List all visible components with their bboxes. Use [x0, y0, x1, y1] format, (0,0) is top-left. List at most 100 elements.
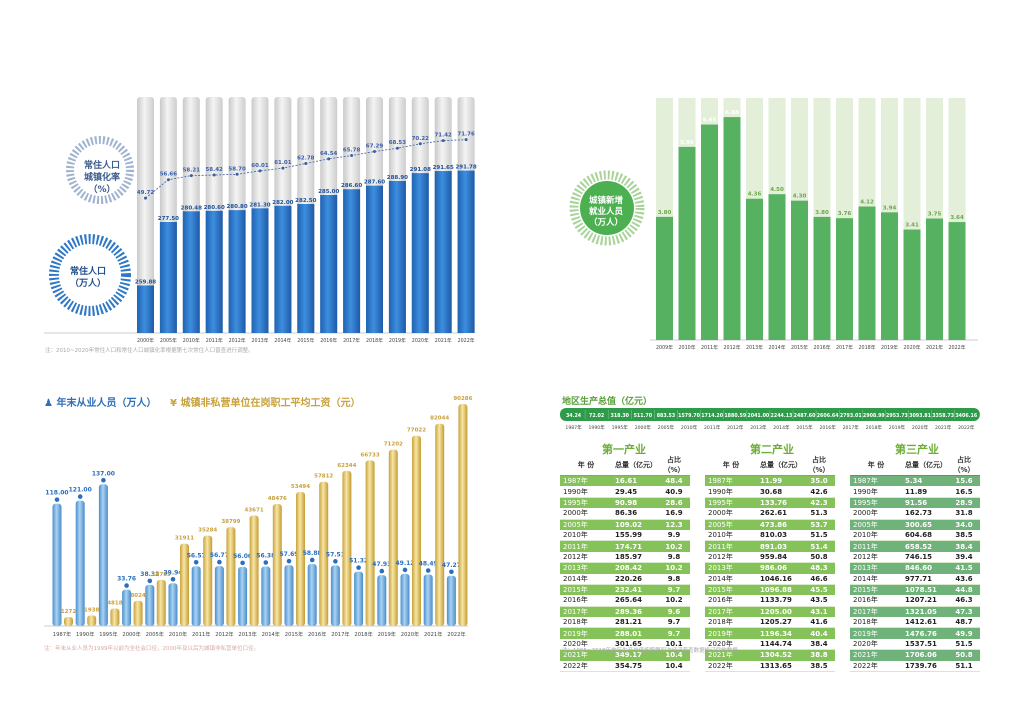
x-tick-label: 2017年 — [331, 630, 349, 638]
gdp-value-label: 2908.99 — [863, 413, 886, 419]
x-tick-label: 2015年 — [285, 630, 303, 638]
share-cell: 51.5 — [803, 529, 835, 542]
year-cell: 1995年 — [560, 497, 612, 509]
person-icon — [356, 565, 361, 570]
gdp-value-label: 2244.13 — [771, 413, 793, 419]
year-cell: 1995年 — [850, 497, 902, 509]
urbanization-point — [166, 178, 170, 182]
total-cell: 1078.51 — [902, 584, 948, 596]
urbanization-point — [418, 142, 422, 146]
urban-rate-badge — [66, 136, 134, 204]
x-tick-label: 1987年 — [53, 630, 71, 638]
x-tick-label: 2021年 — [435, 337, 452, 344]
legend-wage-label: 城镇非私营单位在岗职工平均工资（元） — [180, 398, 361, 409]
employment-value-label: 6.88 — [725, 110, 739, 116]
employee-value-label: 56.57 — [187, 552, 206, 559]
year-cell: 2015年 — [560, 584, 612, 596]
total-cell: 11.89 — [902, 486, 948, 498]
year-cell: 1990年 — [705, 486, 757, 498]
table-row: 1987年 11.99 35.0 — [705, 475, 835, 487]
share-cell: 38.4 — [948, 540, 980, 552]
gdp-value-label: 883.53 — [657, 413, 676, 419]
share-cell: 10.1 — [658, 638, 690, 651]
year-cell: 2000年 — [850, 508, 902, 520]
legend-employees-label: 年末从业人员（万人） — [56, 398, 157, 409]
employment-value-label: 4.50 — [770, 187, 784, 193]
x-tick-label: 2000年 — [137, 337, 154, 344]
share-cell: 43.5 — [803, 595, 835, 607]
employment-value-label: 3.80 — [815, 210, 829, 216]
year-cell: 2021年 — [705, 649, 757, 661]
share-cell: 38.8 — [803, 649, 835, 661]
year-cell: 2000年 — [705, 508, 757, 520]
panel1-note: 注：2010~2020年常住人口和常住人口城镇化率根据第七次常住人口普查进行调整… — [45, 348, 254, 354]
employee-value-label: 33.76 — [117, 576, 136, 583]
wage-bar — [110, 608, 120, 626]
x-tick-label: 2014年 — [768, 344, 785, 351]
share-cell: 42.3 — [803, 497, 835, 509]
col-total: 总量（亿元） — [612, 455, 658, 476]
wage-bar — [296, 492, 305, 626]
table-row: 2015年 232.41 9.7 — [560, 584, 690, 596]
year-cell: 1990年 — [560, 486, 612, 498]
wage-bar — [342, 470, 352, 626]
population-value-label: 280.80 — [226, 204, 247, 210]
year-cell: 2021年 — [560, 649, 612, 661]
total-cell: 1706.06 — [902, 649, 948, 661]
table-row: 2018年 1412.61 48.7 — [850, 617, 980, 629]
urbanization-point — [441, 139, 445, 143]
year-cell: 2016年 — [560, 595, 612, 607]
urbanization-value-label: 61.01 — [274, 160, 292, 166]
total-cell: 265.64 — [612, 595, 658, 607]
table-row: 2020年 301.65 10.1 — [560, 638, 690, 651]
population-bar — [137, 285, 154, 333]
employment-bar — [858, 206, 876, 340]
urbanization-value-label: 60.01 — [251, 163, 269, 169]
table-header-row: 年 份 总量（亿元） 占比（%） — [850, 455, 980, 476]
wage-bar — [203, 535, 213, 626]
population-value-label: 291.65 — [433, 165, 454, 171]
wage-value-label: 43671 — [245, 508, 264, 514]
share-cell: 16.5 — [948, 486, 980, 498]
total-cell: 301.65 — [612, 638, 658, 651]
year-cell: 2015年 — [850, 584, 902, 596]
x-tick-label: 2000年 — [122, 630, 140, 638]
employee-value-label: 57.69 — [280, 551, 299, 558]
x-tick-label: 2016年 — [320, 337, 337, 344]
employee-bar — [122, 589, 132, 626]
total-cell: 185.97 — [612, 551, 658, 564]
table-row: 2013年 986.06 48.3 — [705, 562, 835, 574]
year-cell: 2011年 — [560, 540, 612, 552]
x-tick-label: 2005年 — [160, 337, 177, 344]
year-cell: 2022年 — [705, 660, 757, 673]
population-bar — [159, 222, 177, 333]
table-row: 2015年 1078.51 44.8 — [850, 584, 980, 596]
x-tick-label: 2020年 — [903, 344, 920, 351]
total-cell: 262.61 — [757, 508, 803, 520]
urban-rate-label-line3: （%） — [88, 185, 116, 195]
population-badge — [49, 234, 131, 316]
x-tick-label: 2021年 — [424, 630, 442, 638]
employee-bar — [284, 565, 294, 626]
total-cell: 1313.65 — [757, 660, 803, 673]
wage-value-label: 66733 — [361, 452, 380, 458]
year-cell: 2014年 — [560, 573, 612, 585]
population-value-label: 291.78 — [455, 165, 476, 171]
total-cell: 1144.74 — [757, 638, 803, 651]
share-cell: 50.8 — [948, 649, 980, 661]
employee-value-label: 56.00 — [233, 553, 252, 560]
share-cell: 9.7 — [658, 617, 690, 629]
wage-value-label: 48476 — [268, 496, 287, 502]
person-icon — [449, 569, 454, 575]
year-cell: 2015年 — [705, 584, 757, 596]
person-icon — [193, 559, 199, 565]
wage-bar — [133, 600, 143, 626]
urban-rate-label-line1: 常住人口 — [83, 161, 120, 171]
gdp-value-label: 318.30 — [610, 413, 629, 419]
x-tick-label: 2015年 — [297, 337, 314, 344]
employee-bar — [238, 566, 248, 626]
table-row: 2018年 281.21 9.7 — [560, 617, 690, 629]
person-icon — [54, 497, 60, 502]
yen-icon: ¥ — [170, 398, 177, 409]
x-tick-label: 1995年 — [99, 630, 117, 638]
